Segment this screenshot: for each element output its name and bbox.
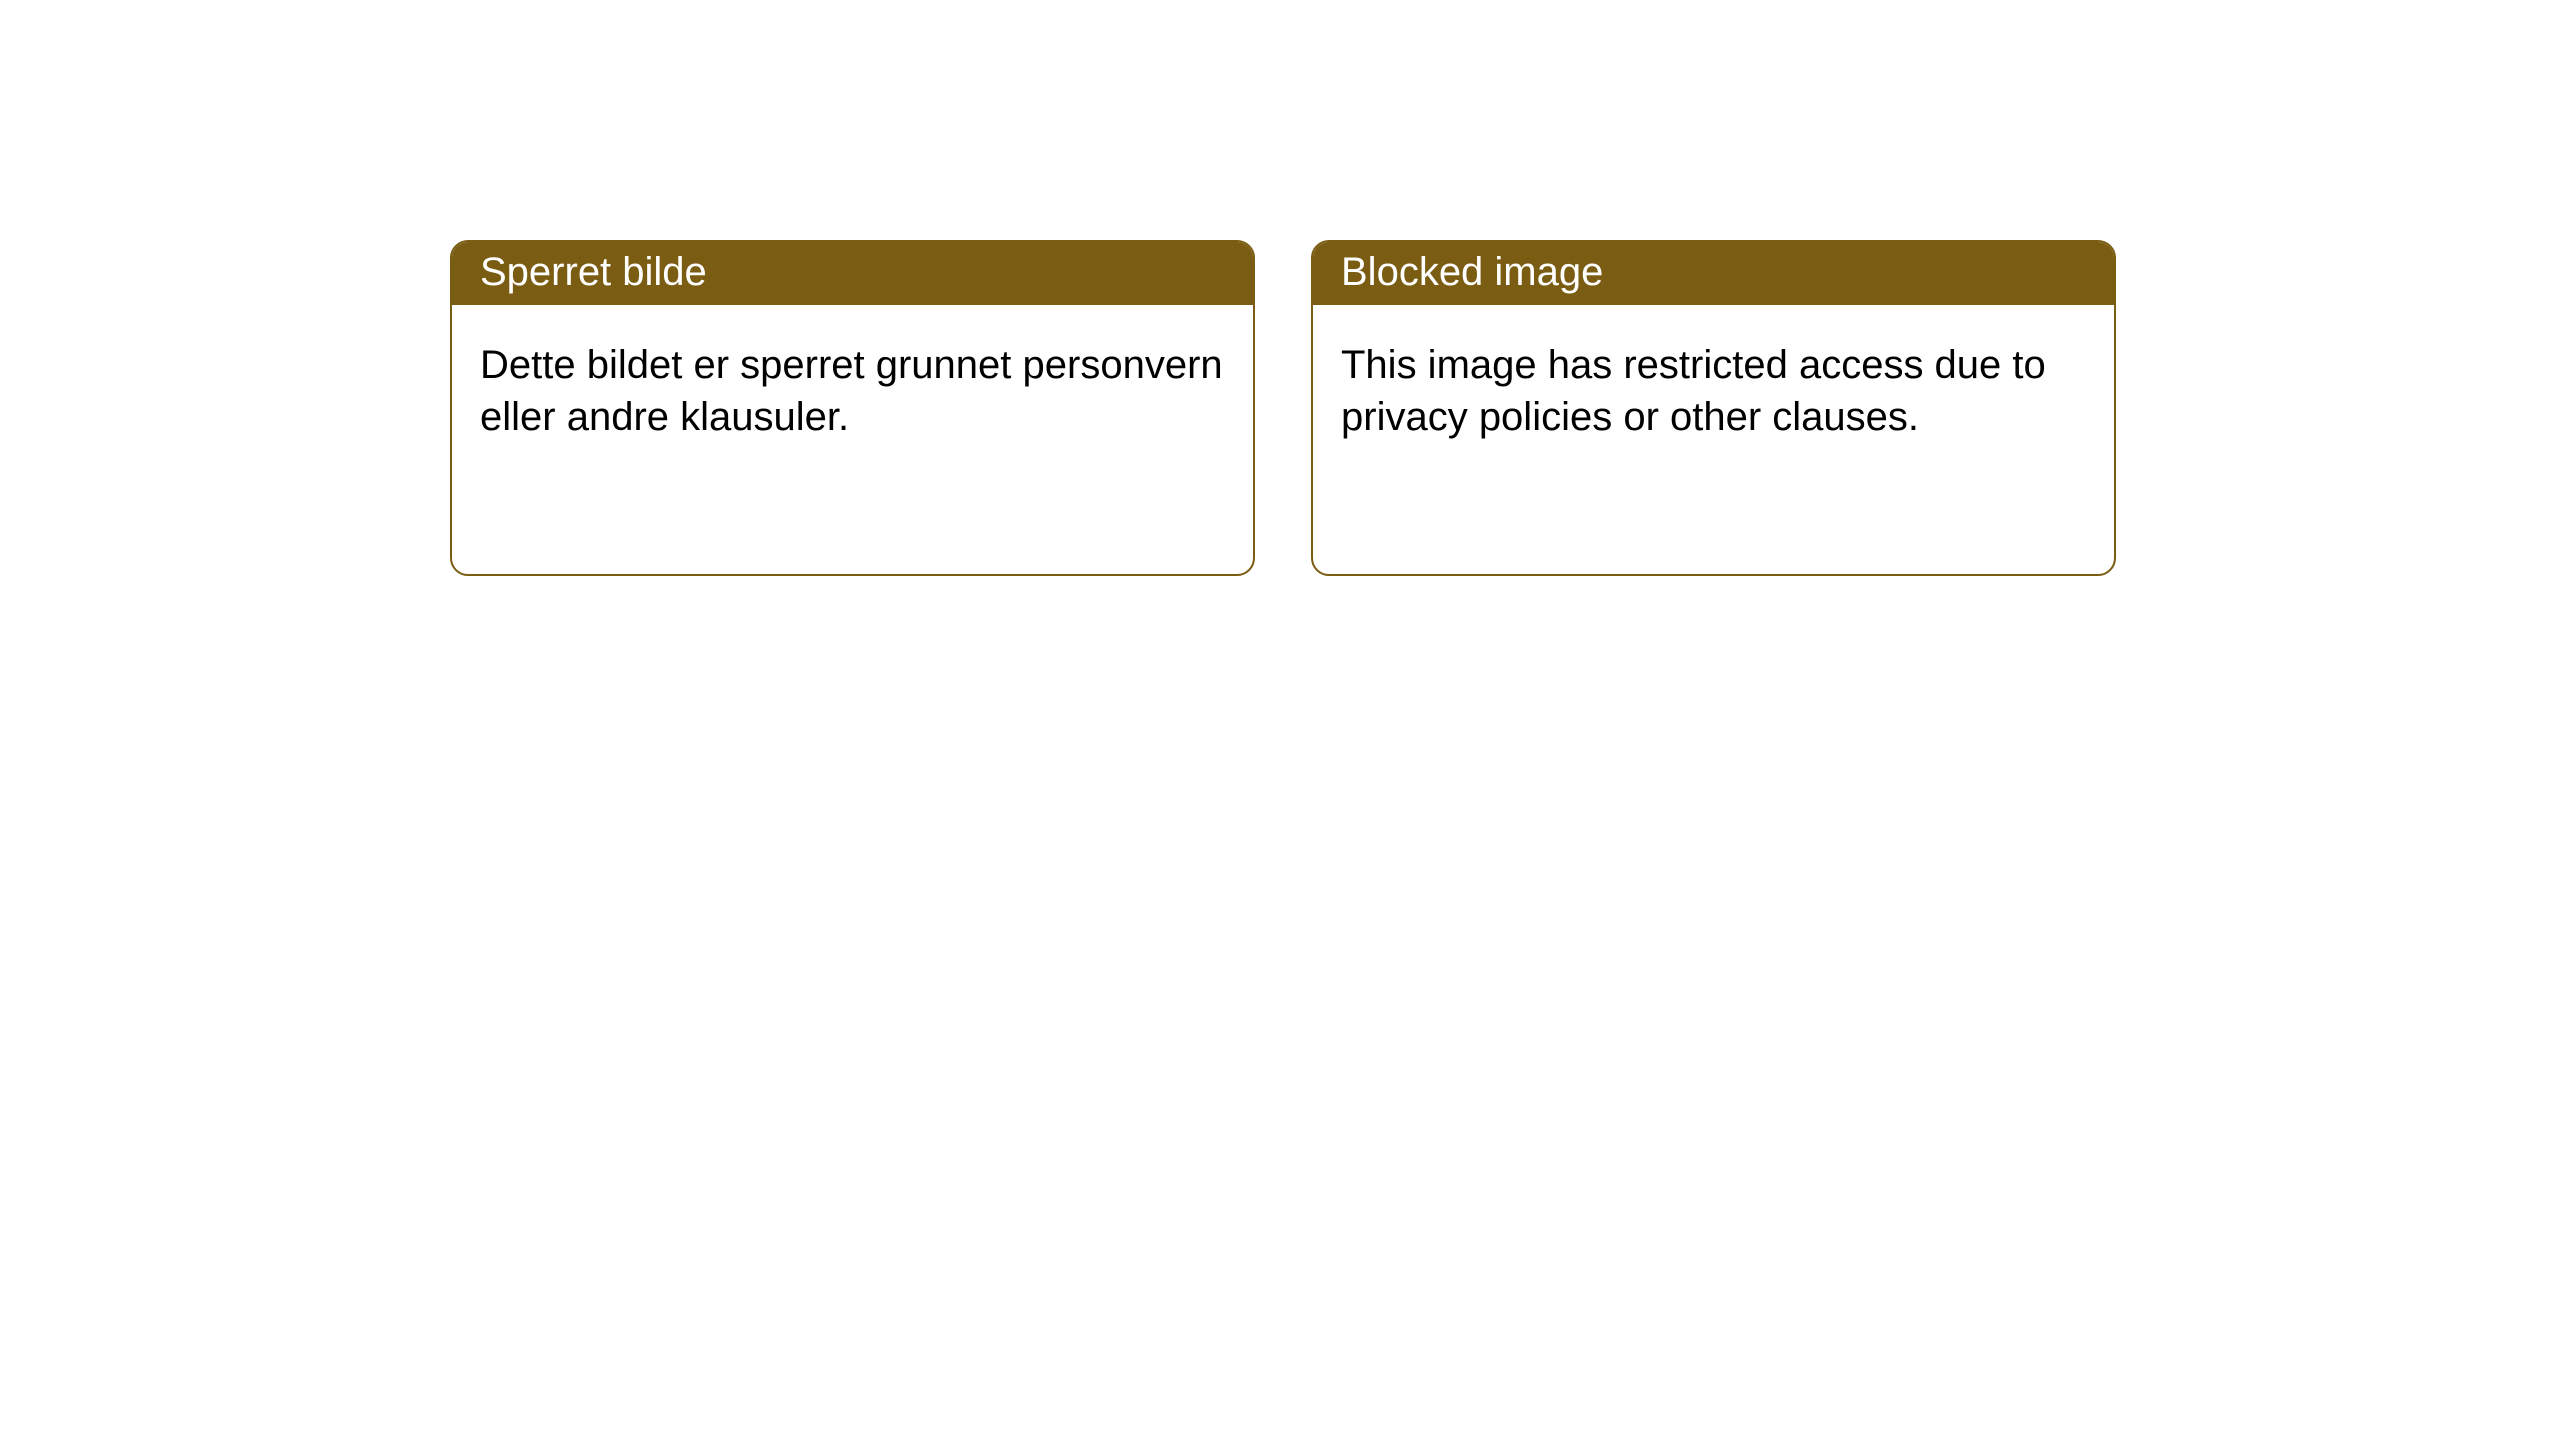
notice-body: Dette bildet er sperret grunnet personve… xyxy=(452,305,1253,477)
notice-container: Sperret bilde Dette bildet er sperret gr… xyxy=(0,0,2560,576)
notice-header: Blocked image xyxy=(1313,242,2114,305)
notice-header: Sperret bilde xyxy=(452,242,1253,305)
notice-box-norwegian: Sperret bilde Dette bildet er sperret gr… xyxy=(450,240,1255,576)
notice-box-english: Blocked image This image has restricted … xyxy=(1311,240,2116,576)
notice-body: This image has restricted access due to … xyxy=(1313,305,2114,477)
